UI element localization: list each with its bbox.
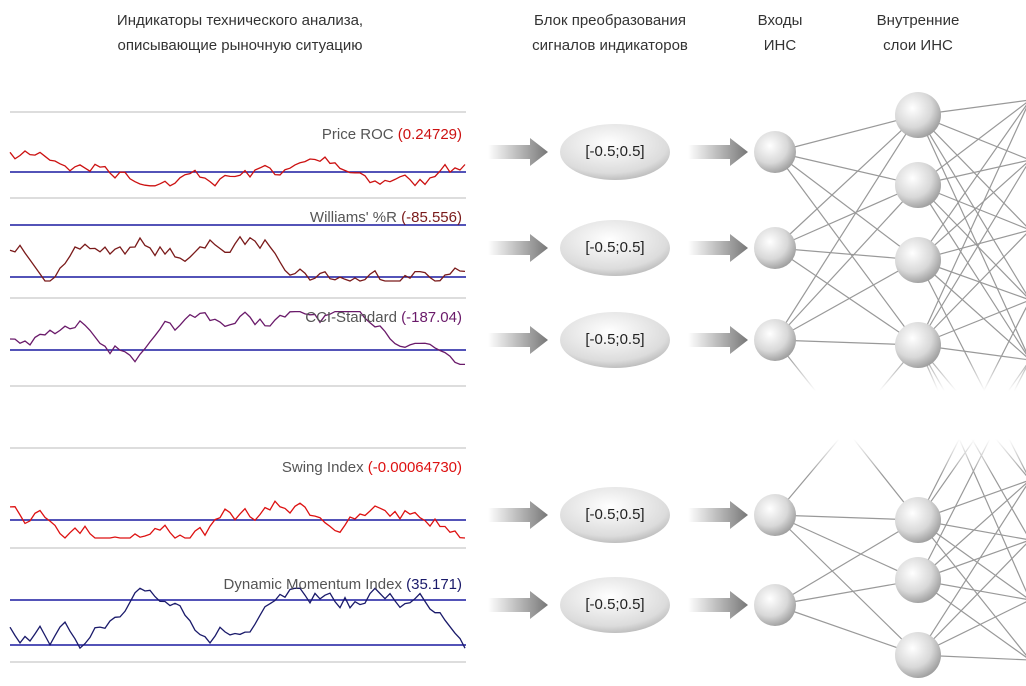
arrow: [488, 591, 548, 619]
arrow: [488, 138, 548, 166]
connection: [918, 185, 1026, 300]
column-header: слои ИНС: [883, 37, 953, 54]
indicator-name: Dynamic Momentum Index: [224, 576, 403, 593]
indicator-line: [10, 151, 465, 186]
input-node: [754, 131, 796, 173]
indicator-name: CCI-Standard: [305, 309, 397, 326]
arrow: [488, 234, 548, 262]
column-header: ИНС: [764, 37, 797, 54]
indicator-name: Price ROC: [322, 126, 394, 143]
indicator-label: Swing Index (-0.00064730): [282, 459, 462, 476]
connection: [775, 260, 918, 340]
transform-range: [-0.5;0.5]: [585, 331, 644, 348]
column-header: сигналов индикаторов: [532, 37, 688, 54]
input-node: [754, 584, 796, 626]
indicator-label: Price ROC (0.24729): [322, 126, 462, 143]
arrow: [688, 138, 748, 166]
indicator-value: (-0.00064730): [368, 459, 462, 476]
indicator-name: Swing Index: [282, 459, 364, 476]
arrow: [488, 326, 548, 354]
indicator-value: (-187.04): [401, 309, 462, 326]
indicator-line: [10, 588, 465, 648]
hidden-node: [895, 92, 941, 138]
diagram: Индикаторы технического анализа, описываю…: [0, 0, 1026, 686]
input-node: [754, 227, 796, 269]
fade: [740, 355, 1026, 475]
transform-range: [-0.5;0.5]: [585, 506, 644, 523]
connection: [775, 185, 918, 248]
hidden-node: [895, 632, 941, 678]
transform-range: [-0.5;0.5]: [585, 239, 644, 256]
hidden-node: [895, 162, 941, 208]
arrow: [688, 591, 748, 619]
hidden-node: [895, 322, 941, 368]
input-node: [754, 319, 796, 361]
indicator-value: (0.24729): [398, 126, 462, 143]
column-header: Внутренние: [877, 12, 960, 29]
hidden-node: [895, 237, 941, 283]
arrow: [688, 326, 748, 354]
indicator-name: Williams' %R: [310, 209, 397, 226]
indicator-label: CCI-Standard (-187.04): [305, 309, 462, 326]
input-node: [754, 494, 796, 536]
column-header: Блок преобразования: [534, 12, 686, 29]
column-header: описывающие рыночную ситуацию: [118, 37, 363, 54]
column-header: Входы: [758, 12, 803, 29]
arrow: [688, 501, 748, 529]
hidden-node: [895, 557, 941, 603]
column-header: Индикаторы технического анализа,: [117, 12, 363, 29]
hidden-node: [895, 497, 941, 543]
indicator-value: (35.171): [406, 576, 462, 593]
indicator-label: Dynamic Momentum Index (35.171): [224, 576, 462, 593]
indicator-label: Williams' %R (-85.556): [310, 209, 462, 226]
connection: [918, 540, 1026, 655]
arrow: [688, 234, 748, 262]
transform-range: [-0.5;0.5]: [585, 143, 644, 160]
arrow: [488, 501, 548, 529]
indicator-line: [10, 237, 465, 281]
indicator-value: (-85.556): [401, 209, 462, 226]
transform-range: [-0.5;0.5]: [585, 596, 644, 613]
